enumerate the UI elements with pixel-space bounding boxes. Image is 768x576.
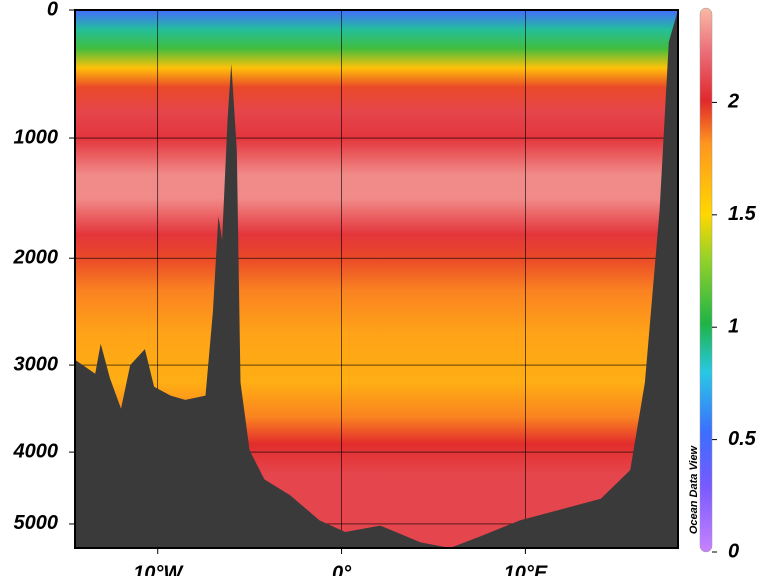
field-band xyxy=(75,86,678,113)
x-tick-label: 10°E xyxy=(504,562,548,576)
y-tick-label: 4000 xyxy=(13,440,59,462)
y-tick-label: 0 xyxy=(47,0,58,20)
x-tick-label: 10°W xyxy=(133,562,184,576)
field-band xyxy=(75,67,678,88)
colorbar-tick-label: 0 xyxy=(728,540,739,562)
field-band xyxy=(75,138,678,175)
y-tick-label: 2000 xyxy=(13,247,59,269)
field-band xyxy=(75,29,678,49)
colorbar-tick-label: 2 xyxy=(727,91,739,113)
field-band xyxy=(75,333,678,383)
field-band xyxy=(75,234,678,259)
x-tick-label: 0° xyxy=(332,562,352,576)
colorbar-tick-label: 0.5 xyxy=(728,428,757,450)
y-tick-label: 3000 xyxy=(14,353,59,375)
colorbar xyxy=(699,7,713,553)
colorbar-tick-label: 1 xyxy=(728,315,739,337)
field-band xyxy=(75,258,678,291)
field-band xyxy=(75,174,678,199)
field-band xyxy=(75,198,678,235)
field-band xyxy=(75,10,678,30)
field-band xyxy=(75,290,678,334)
field-band xyxy=(75,112,678,139)
y-tick-label: 5000 xyxy=(14,512,59,534)
colorbar-tick-label: 1.5 xyxy=(728,203,757,225)
colorbar-label: Ocean Data View xyxy=(688,444,700,534)
plot-frame xyxy=(74,9,679,549)
field-band xyxy=(75,48,678,69)
y-tick-label: 1000 xyxy=(14,126,59,148)
seafloor xyxy=(75,10,678,548)
